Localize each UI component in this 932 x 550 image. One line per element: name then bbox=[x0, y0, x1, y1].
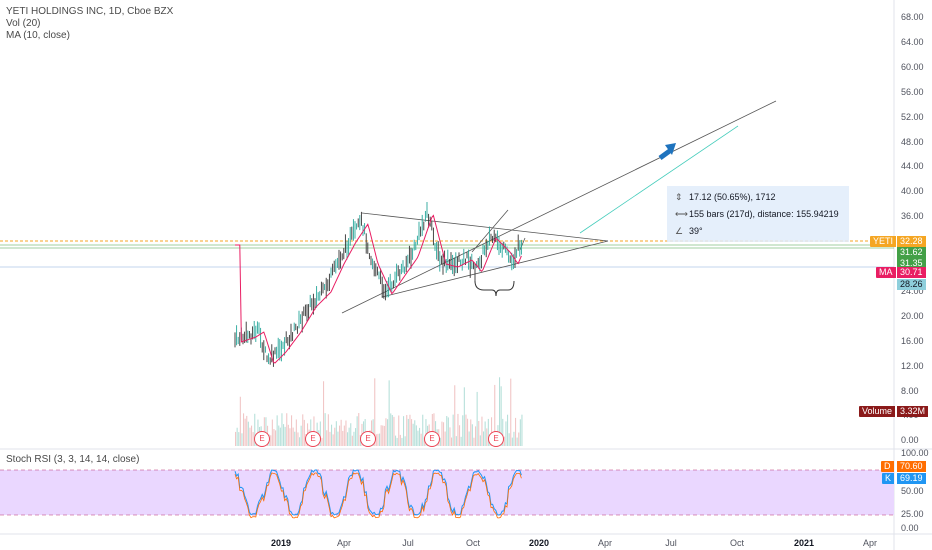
yeti-tag-label: YETI bbox=[870, 236, 897, 247]
symbol-line[interactable]: YETI HOLDINGS INC, 1D, Cboe BZX bbox=[6, 6, 174, 17]
stoch-k-tag-value: 69.19 bbox=[897, 473, 926, 484]
trendline-short-2[interactable] bbox=[519, 237, 526, 251]
level-tag-1: 31.62 bbox=[897, 247, 926, 258]
time-tick: 2021 bbox=[793, 538, 815, 548]
stoch-d-tag-value: 70.60 bbox=[897, 461, 926, 472]
trendline-short-1[interactable] bbox=[471, 209, 509, 253]
volume-tag-value: 3.32M bbox=[897, 406, 929, 417]
ma-tag-label: MA bbox=[876, 267, 896, 278]
trendline-triangle-bottom[interactable] bbox=[381, 240, 609, 298]
trendline-projection[interactable] bbox=[579, 125, 739, 234]
ma-line bbox=[235, 214, 522, 364]
time-tick: Apr bbox=[336, 538, 352, 548]
time-tick: 2019 bbox=[270, 538, 292, 548]
volume-bars bbox=[235, 377, 523, 446]
stoch-d-line bbox=[234, 472, 522, 519]
earnings-marker-1[interactable]: E bbox=[254, 431, 270, 447]
price-tick: 48.00 bbox=[901, 136, 924, 147]
price-tick: 40.00 bbox=[901, 186, 924, 197]
vol-indicator-label[interactable]: Vol (20) bbox=[6, 18, 41, 29]
price-tick: 68.00 bbox=[901, 12, 924, 22]
price-tick: 56.00 bbox=[901, 86, 924, 97]
price-tick: 12.00 bbox=[901, 360, 924, 371]
price-tick: 20.00 bbox=[901, 310, 924, 321]
up-arrow-icon[interactable] bbox=[658, 143, 676, 161]
angle-icon: ∠ bbox=[675, 226, 684, 236]
measure-tooltip[interactable]: ⇕ 17.12 (50.65%), 1712 ⟷155 bars (217d), … bbox=[667, 186, 849, 242]
earnings-marker-3[interactable]: E bbox=[360, 431, 376, 447]
stoch-tick: 25.00 bbox=[901, 509, 924, 519]
price-tick: 16.00 bbox=[901, 335, 924, 346]
legend-header: YETI HOLDINGS INC, 1D, Cboe BZX Vol (20)… bbox=[6, 6, 173, 42]
earnings-marker-5[interactable]: E bbox=[488, 431, 504, 447]
trendline-upper-channel[interactable] bbox=[341, 100, 777, 314]
stoch-k-tag-label: K bbox=[882, 473, 895, 484]
bars-icon: ⟷ bbox=[675, 209, 688, 219]
ma-tag-value: 30.71 bbox=[897, 267, 926, 278]
price-tick: 36.00 bbox=[901, 211, 924, 222]
price-candles bbox=[234, 201, 522, 367]
price-tick: 0.00 bbox=[901, 435, 919, 446]
ma-indicator-label[interactable]: MA (10, close) bbox=[6, 30, 70, 41]
stoch-d-tag-label: D bbox=[881, 461, 894, 472]
time-tick: 2020 bbox=[528, 538, 550, 548]
price-tick: 44.00 bbox=[901, 161, 924, 172]
time-tick: Jul bbox=[665, 538, 677, 548]
earnings-marker-4[interactable]: E bbox=[424, 431, 440, 447]
measure-line-1: 17.12 (50.65%), 1712 bbox=[689, 192, 776, 202]
height-icon: ⇕ bbox=[675, 192, 683, 202]
earnings-marker-2[interactable]: E bbox=[305, 431, 321, 447]
time-tick: Jul bbox=[402, 538, 414, 548]
yeti-tag-value: 32.28 bbox=[897, 236, 926, 247]
time-tick: Apr bbox=[862, 538, 878, 548]
price-tick: 52.00 bbox=[901, 111, 924, 122]
stoch-k-line bbox=[234, 469, 522, 516]
price-tick: 64.00 bbox=[901, 36, 924, 47]
price-tick: 8.00 bbox=[901, 385, 919, 396]
trendline-triangle-top[interactable] bbox=[361, 212, 609, 242]
time-tick: Oct bbox=[465, 538, 481, 548]
price-tick: 60.00 bbox=[901, 61, 924, 72]
stoch-tick: 0.00 bbox=[901, 523, 919, 533]
measure-line-3: 39° bbox=[689, 226, 703, 236]
price-tick: 24.00 bbox=[901, 285, 924, 296]
volume-tag-label: Volume bbox=[859, 406, 896, 417]
measure-line-2: 155 bars (217d), distance: 155.94219 bbox=[689, 209, 839, 219]
time-tick: Apr bbox=[597, 538, 613, 548]
stoch-rsi-label[interactable]: Stoch RSI (3, 3, 14, 14, close) bbox=[6, 454, 140, 465]
time-tick: Oct bbox=[729, 538, 745, 548]
stoch-tick: 100.00 bbox=[901, 448, 929, 458]
bracket-annotation[interactable] bbox=[474, 280, 515, 297]
level-tag-2: 31.35 bbox=[897, 258, 926, 269]
stoch-tick: 50.00 bbox=[901, 486, 924, 496]
level-tag-3: 28.26 bbox=[897, 279, 926, 290]
